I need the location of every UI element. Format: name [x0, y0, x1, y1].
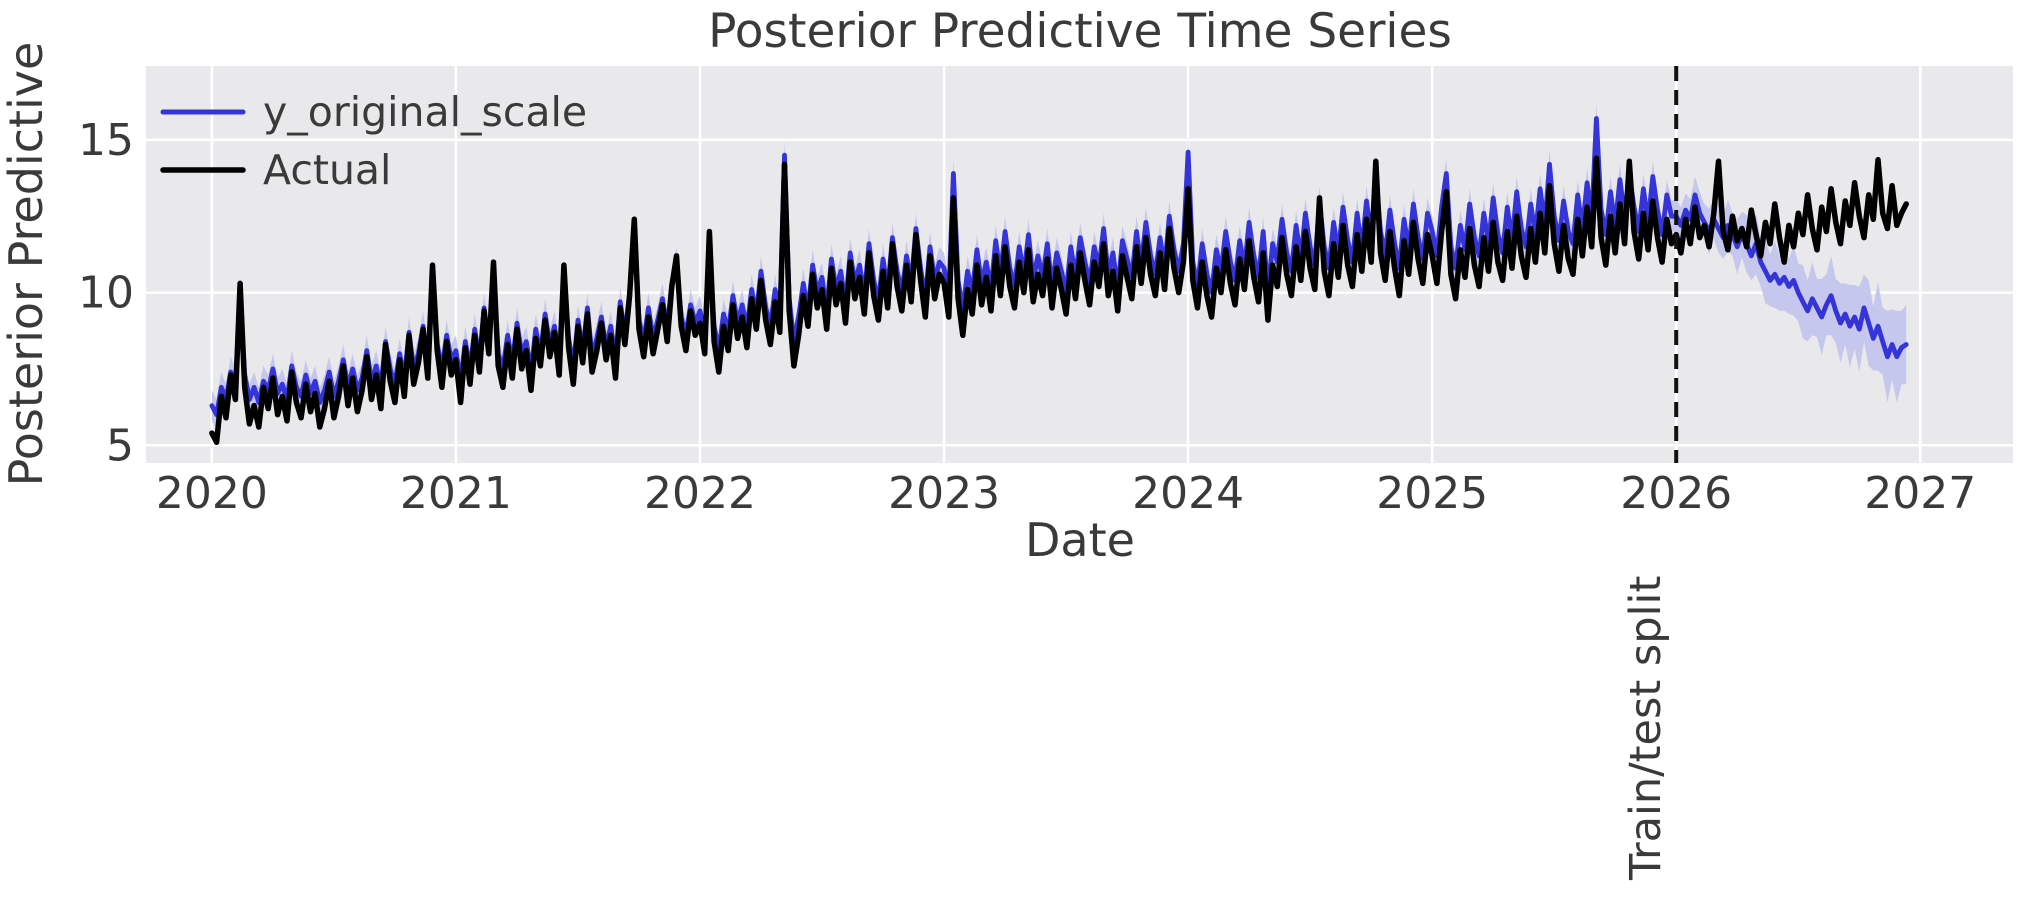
- x-axis-ticks: 2020 2021 2022 2023 2024 2025 2026 2027: [156, 468, 1976, 519]
- x-tick-label: 2026: [1620, 468, 1732, 519]
- legend: y_original_scale Actual: [160, 88, 587, 194]
- x-tick-label: 2027: [1864, 468, 1976, 519]
- chart-title: Posterior Predictive Time Series: [708, 4, 1452, 59]
- legend-label-predicted: y_original_scale: [263, 88, 587, 136]
- x-tick-label: 2020: [156, 468, 268, 519]
- x-tick-label: 2022: [644, 468, 756, 519]
- y-axis-label: Posterior Predictive: [0, 42, 53, 487]
- x-tick-label: 2025: [1376, 468, 1488, 519]
- train-test-split-annotation: Train/test split: [1621, 576, 1671, 881]
- x-axis-label: Date: [1025, 513, 1135, 567]
- x-tick-label: 2023: [888, 468, 1000, 519]
- series-lines: [209, 116, 1909, 445]
- y-tick-label: 5: [106, 420, 134, 471]
- y-tick-label: 10: [78, 268, 134, 319]
- gridlines: [146, 66, 2013, 463]
- x-tick-label: 2024: [1132, 468, 1244, 519]
- y-tick-label: 15: [78, 115, 134, 166]
- legend-label-actual: Actual: [263, 146, 391, 194]
- x-tick-label: 2021: [400, 468, 512, 519]
- actual-line: [209, 155, 1909, 445]
- y-axis-ticks: 5 10 15: [78, 115, 134, 471]
